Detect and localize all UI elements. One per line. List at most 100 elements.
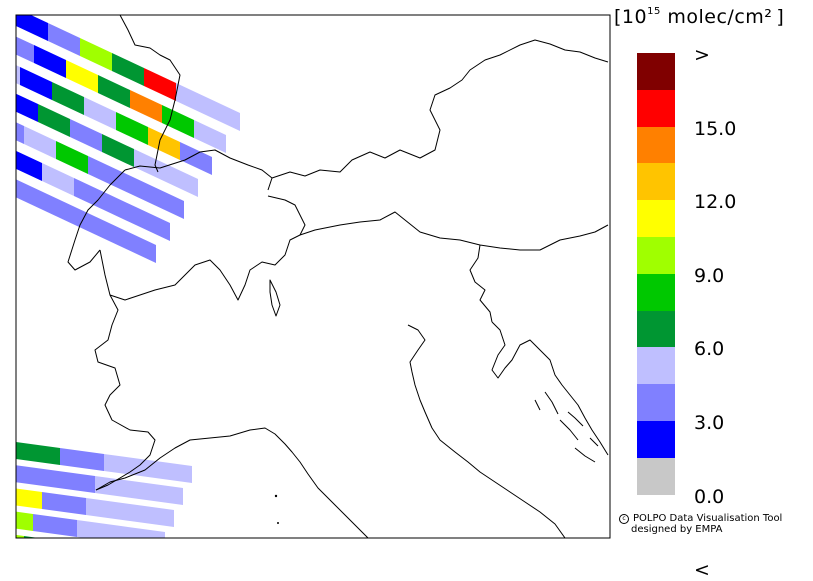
swath-pixel <box>60 448 104 471</box>
swath-pixel <box>86 498 130 521</box>
colorbar-tick-label: < <box>694 559 710 581</box>
swath-pixel <box>51 470 95 493</box>
colorbar-segment <box>637 163 675 201</box>
map-panel <box>0 14 611 566</box>
swath-pixel <box>56 141 88 174</box>
border-switzerland-west <box>67 169 126 271</box>
swath-pixel <box>33 514 77 537</box>
swath-pixel <box>20 67 52 100</box>
border-austria-italy <box>299 211 609 251</box>
colorbar-segment <box>637 53 675 90</box>
swath-pixel <box>16 488 42 509</box>
swath-pixel <box>130 90 162 123</box>
swath-pixel <box>139 482 183 505</box>
swath-pixel <box>34 45 66 78</box>
swath-pixel <box>116 112 148 145</box>
island-dot <box>277 522 279 524</box>
border-france-italy <box>94 294 156 491</box>
swath-pixel <box>16 534 24 538</box>
swath-pixel <box>60 200 92 233</box>
country-borders <box>67 15 609 538</box>
swath-pixel <box>16 150 42 181</box>
swath-pixel <box>84 97 116 130</box>
border-switzerland-south <box>99 195 306 301</box>
swath-pixel <box>77 520 121 538</box>
map-frame <box>15 14 611 539</box>
coast-adriatic <box>407 324 566 538</box>
credit-line-1: c POLPO Data Visualisation Tool <box>619 513 782 524</box>
swath-pixel <box>16 36 34 63</box>
colorbar-segment <box>637 310 675 348</box>
swath-pixel <box>16 122 24 144</box>
swath-pixel <box>16 511 33 531</box>
colorbar-segment <box>637 347 675 385</box>
swath-pixel <box>28 185 60 218</box>
border-germany-austria <box>271 39 609 179</box>
swath-pixel <box>104 454 148 477</box>
border-italy-slovenia <box>469 244 493 323</box>
swath-pixel <box>208 98 240 131</box>
swath-pixel <box>0 74 6 107</box>
swath-pixel <box>130 504 174 527</box>
coast-ligurian <box>95 427 369 538</box>
colorbar-tick-label: 0.0 <box>694 485 725 508</box>
swath-pixel <box>124 230 156 263</box>
swath-pixel <box>16 179 28 203</box>
swath-pixel <box>16 465 51 487</box>
swath-pixel <box>16 442 60 465</box>
swath-pixel <box>0 552 15 566</box>
swath-pixel <box>92 215 124 248</box>
colorbar-segment <box>637 457 675 495</box>
units-label: [1015 molec/cm²] <box>614 6 785 28</box>
swath-pixel <box>0 133 10 166</box>
swath-pixel <box>24 126 56 159</box>
border-france-germany <box>119 15 181 173</box>
swath-pixel <box>112 548 156 566</box>
colorbar-tick-label: 9.0 <box>694 264 725 287</box>
swath-pixel <box>68 542 112 565</box>
border-switzerland-north <box>124 149 273 191</box>
swath-pixel <box>16 15 48 41</box>
swath-pixel <box>38 104 70 137</box>
swath-pixel <box>42 163 74 196</box>
colorbar-tick-label: 3.0 <box>694 412 725 434</box>
swath-pixel <box>98 75 130 108</box>
swath-pixel <box>66 60 98 93</box>
lake-garda <box>269 279 281 317</box>
colorbar-segment <box>637 237 675 274</box>
colorbar-tick-label: 15.0 <box>694 117 737 140</box>
swath-pixel <box>16 93 38 122</box>
swath-pixel <box>180 142 212 175</box>
swath-pixel <box>106 193 138 226</box>
island-dot <box>274 494 278 498</box>
swath-pixel <box>121 526 165 538</box>
swath-pixel <box>120 171 152 204</box>
colorbar-segment <box>637 421 675 458</box>
swath-pixel <box>16 65 20 85</box>
swath-pixel <box>42 492 86 515</box>
colorbar-segment <box>637 126 675 164</box>
swath-pixel <box>74 178 106 211</box>
colorbar-tick-label: 12.0 <box>694 191 737 214</box>
satellite-swath-layer <box>0 15 240 566</box>
swath-pixel <box>138 208 170 241</box>
swath-pixel <box>52 82 84 115</box>
colorbar-segment <box>637 273 675 311</box>
colorbar-segment <box>637 200 675 238</box>
swath-pixel <box>102 134 134 167</box>
croatian-islands <box>534 391 599 463</box>
swath-pixel <box>80 38 112 71</box>
colorbar-segment <box>637 384 675 422</box>
colorbar-tick-label: > <box>694 44 710 66</box>
swath-pixel <box>70 119 102 152</box>
credit-line-2: designed by EMPA <box>631 524 723 535</box>
swath-pixel <box>112 53 144 86</box>
swath-pixel <box>88 156 120 189</box>
swath-pixel <box>24 536 39 538</box>
swath-pixel <box>152 186 184 219</box>
colorbar-segment <box>637 89 675 127</box>
swath-pixel <box>176 83 208 116</box>
swath-pixel <box>148 127 180 160</box>
swath-pixel <box>15 558 59 566</box>
swath-pixel <box>134 149 166 182</box>
